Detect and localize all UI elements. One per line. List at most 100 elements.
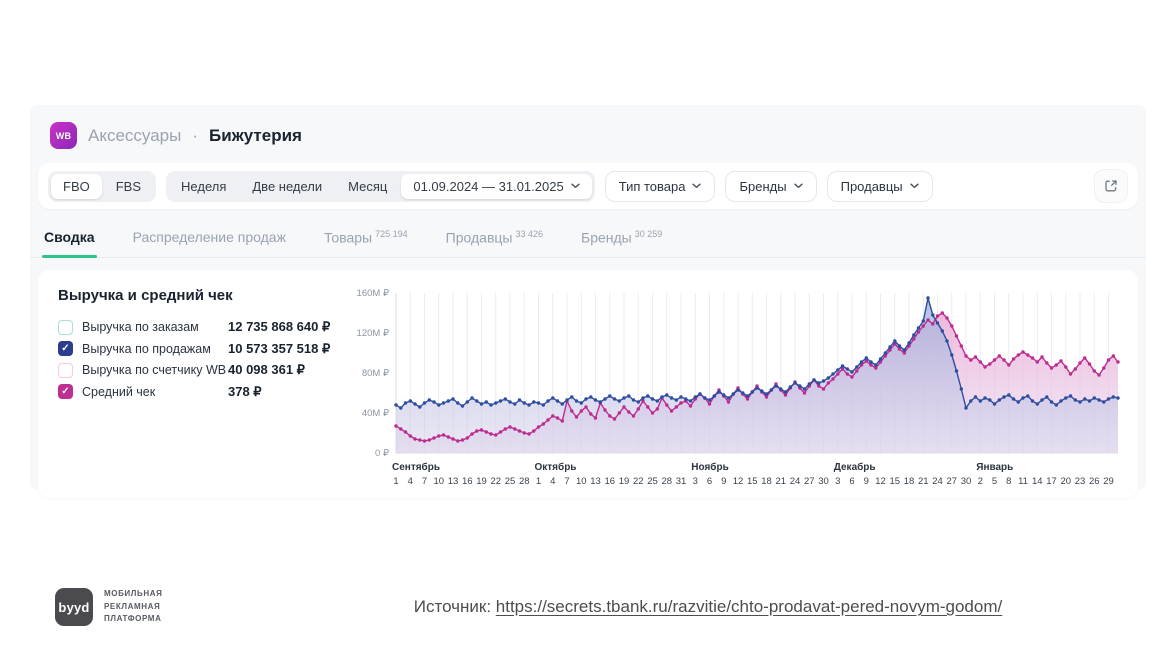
data-point xyxy=(541,421,545,426)
data-point xyxy=(921,323,925,328)
data-point xyxy=(736,387,740,392)
data-point xyxy=(479,427,484,432)
data-point xyxy=(783,392,788,397)
data-point xyxy=(679,394,683,399)
fulfillment-option-fbo[interactable]: FBO xyxy=(51,173,102,199)
data-point xyxy=(441,400,446,405)
legend-checkbox[interactable]: ✓ xyxy=(58,384,73,400)
data-point xyxy=(555,415,560,420)
data-point xyxy=(446,398,450,403)
day-tick-label: 8 xyxy=(1006,476,1011,487)
data-point xyxy=(612,416,617,421)
day-tick-label: 5 xyxy=(992,476,997,487)
tab-распределение-продаж[interactable]: Распределение продаж xyxy=(131,219,288,257)
tab-товары[interactable]: Товары 725 194 xyxy=(322,219,410,257)
chevron-down-icon xyxy=(692,183,702,189)
data-point xyxy=(731,391,735,396)
data-point xyxy=(627,393,631,398)
day-tick-label: 27 xyxy=(946,476,957,487)
data-point xyxy=(1054,362,1058,367)
data-point xyxy=(779,386,783,391)
data-point xyxy=(707,397,712,402)
date-range-picker[interactable]: 01.09.2024 — 31.01.2025 xyxy=(401,173,592,199)
data-point xyxy=(655,398,659,403)
data-point xyxy=(622,404,626,409)
fulfillment-option-fbs[interactable]: FBS xyxy=(104,174,153,199)
tab-label: Сводка xyxy=(44,229,95,245)
data-point xyxy=(764,391,769,396)
chart-legend: Выручка и средний чек Выручка по заказам… xyxy=(58,287,350,490)
breadcrumb: WB Аксессуары · Бижутерия xyxy=(30,105,1146,161)
data-point xyxy=(650,396,655,401)
data-point xyxy=(1064,395,1068,400)
data-point xyxy=(403,429,408,434)
data-point xyxy=(1064,364,1068,369)
legend-checkbox[interactable] xyxy=(58,362,73,378)
data-point xyxy=(470,431,474,436)
legend-value: 12 735 868 640 ₽ xyxy=(228,319,331,335)
data-point xyxy=(427,437,431,442)
day-tick-label: 28 xyxy=(661,476,672,487)
data-point xyxy=(992,401,997,406)
data-point xyxy=(418,437,422,442)
legend-row: Выручка по заказам 12 735 868 640 ₽ xyxy=(58,317,350,339)
source-link[interactable]: https://secrets.tbank.ru/razvitie/chto-p… xyxy=(495,597,1003,616)
data-point xyxy=(584,404,588,409)
data-point xyxy=(883,350,887,355)
data-point xyxy=(598,399,602,404)
data-point xyxy=(608,413,612,418)
data-point xyxy=(1002,394,1006,399)
data-point xyxy=(1116,359,1120,364)
tab-продавцы[interactable]: Продавцы 33 426 xyxy=(444,219,545,257)
data-point xyxy=(650,410,655,415)
data-point xyxy=(513,426,517,431)
period-option[interactable]: Месяц xyxy=(336,174,399,199)
data-point xyxy=(465,399,469,404)
data-point xyxy=(1045,394,1049,399)
data-point xyxy=(826,375,830,380)
data-point xyxy=(864,358,868,363)
legend-checkbox[interactable] xyxy=(58,319,73,335)
data-point xyxy=(1106,357,1111,362)
export-button[interactable] xyxy=(1094,169,1128,203)
data-point xyxy=(603,407,607,412)
tab-бренды[interactable]: Бренды 30 259 xyxy=(579,219,664,257)
data-point xyxy=(897,343,902,348)
tab-сводка[interactable]: Сводка xyxy=(42,219,97,258)
data-point xyxy=(812,377,816,382)
source-line: Источник: https://secrets.tbank.ru/razvi… xyxy=(0,597,1176,617)
data-point xyxy=(840,363,845,368)
y-tick-label: 120M ₽ xyxy=(357,328,390,339)
area-0 xyxy=(396,297,1118,453)
tagline-line: ПЛАТФОРМА xyxy=(104,614,162,624)
data-point xyxy=(503,426,507,431)
data-point xyxy=(1102,365,1106,370)
data-point xyxy=(665,392,669,397)
day-tick-label: 14 xyxy=(1032,476,1043,487)
filter-dropdown-тип-товара[interactable]: Тип товара xyxy=(604,170,716,202)
data-point xyxy=(636,399,640,404)
data-point xyxy=(869,362,873,367)
data-point xyxy=(741,390,745,395)
dropdown-label: Бренды xyxy=(739,178,787,194)
legend-checkbox[interactable]: ✓ xyxy=(58,341,73,357)
source-label: Источник: xyxy=(413,597,492,616)
data-point xyxy=(432,399,436,404)
day-tick-label: 30 xyxy=(818,476,829,487)
day-tick-label: 4 xyxy=(550,476,555,487)
data-point xyxy=(560,418,564,423)
data-point xyxy=(874,365,878,370)
filter-dropdown-продавцы[interactable]: Продавцы xyxy=(826,170,933,202)
data-point xyxy=(850,369,854,374)
data-point xyxy=(1068,371,1073,376)
data-point xyxy=(494,432,498,437)
data-point xyxy=(408,433,412,438)
period-option[interactable]: Две недели xyxy=(240,174,334,199)
data-point xyxy=(750,389,754,394)
filter-dropdown-бренды[interactable]: Бренды xyxy=(725,170,817,202)
period-option[interactable]: Неделя xyxy=(169,174,238,199)
data-point xyxy=(1102,399,1106,404)
data-point xyxy=(574,414,579,419)
data-point xyxy=(437,402,441,407)
data-point xyxy=(1073,397,1077,402)
